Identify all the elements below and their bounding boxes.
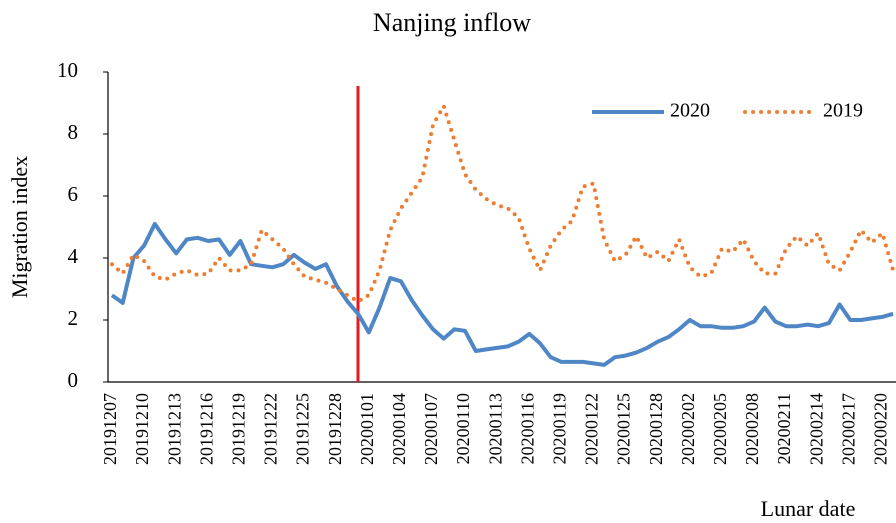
x-tick-label: 20200217 bbox=[838, 393, 858, 465]
x-tick-label: 20200202 bbox=[678, 393, 698, 465]
x-tick-label: 20200205 bbox=[710, 393, 730, 465]
x-tick-label: 20191213 bbox=[164, 393, 184, 465]
x-tick-label: 20200208 bbox=[742, 393, 762, 465]
x-tick-label: 20191225 bbox=[293, 393, 313, 465]
x-tick-label: 20200104 bbox=[389, 393, 409, 465]
x-tick-label: 20200214 bbox=[806, 393, 826, 465]
chart-title: Nanjing inflow bbox=[373, 8, 531, 37]
x-tick-label: 20200125 bbox=[614, 393, 634, 465]
x-tick-label: 20200107 bbox=[421, 393, 441, 465]
x-tick-label: 20200122 bbox=[582, 393, 602, 465]
x-tick-label: 20200113 bbox=[485, 393, 505, 464]
y-tick-label: 4 bbox=[68, 244, 79, 268]
x-tick-label: 20200119 bbox=[550, 393, 570, 464]
series-line bbox=[110, 221, 894, 367]
x-tick-label: 20191228 bbox=[325, 393, 345, 465]
y-tick-label: 8 bbox=[68, 120, 79, 144]
x-tick-label: 20191210 bbox=[132, 393, 152, 465]
y-tick-label: 2 bbox=[68, 306, 79, 330]
y-tick-label: 0 bbox=[68, 368, 79, 392]
x-tick-label: 20200110 bbox=[453, 393, 473, 464]
x-tick-label: 20191222 bbox=[261, 393, 281, 465]
series-line bbox=[110, 104, 896, 304]
y-tick-label: 10 bbox=[57, 58, 78, 82]
x-tick-label: 20200220 bbox=[871, 393, 891, 465]
x-tick-label: 20200116 bbox=[517, 393, 537, 464]
legend-label: 2020 bbox=[670, 100, 710, 122]
x-tick-label: 20200128 bbox=[646, 393, 666, 465]
y-axis-title: Migration index bbox=[7, 156, 32, 298]
legend-label: 2019 bbox=[823, 100, 863, 122]
x-tick-label: 20200211 bbox=[774, 393, 794, 464]
x-tick-label: 20191216 bbox=[196, 393, 216, 465]
x-axis-title: Lunar date bbox=[761, 496, 856, 521]
x-tick-label: 20191207 bbox=[100, 393, 120, 465]
x-tick-label: 20191219 bbox=[229, 393, 249, 465]
x-tick-label: 20200101 bbox=[357, 393, 377, 465]
y-tick-label: 6 bbox=[68, 182, 79, 206]
